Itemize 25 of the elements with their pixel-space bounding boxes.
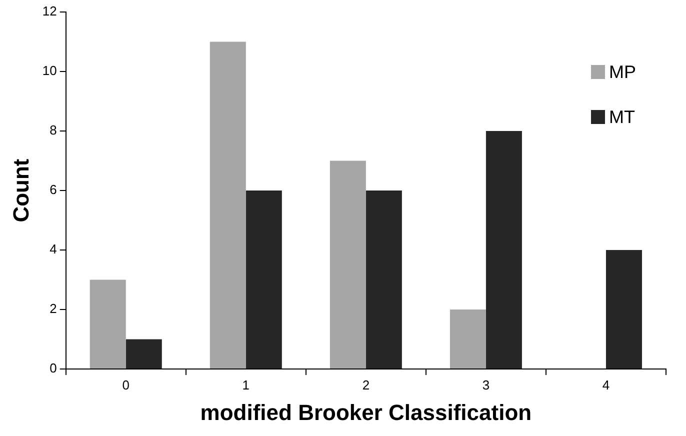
- x-axis-title: modified Brooker Classification: [200, 400, 532, 425]
- bar: [90, 280, 126, 368]
- y-tick-label: 8: [50, 122, 57, 138]
- x-tick-label: 1: [242, 377, 250, 392]
- y-tick-label: 12: [42, 4, 57, 19]
- x-tick-label: 0: [122, 377, 130, 392]
- y-axis-title: Count: [8, 158, 34, 222]
- bar: [330, 160, 366, 368]
- y-tick-label: 4: [50, 242, 57, 257]
- bar: [486, 131, 522, 368]
- bar: [246, 190, 282, 368]
- bar: [606, 250, 642, 368]
- bar: [210, 42, 246, 368]
- bar: [366, 190, 402, 368]
- bar: [126, 339, 162, 368]
- x-tick-label: 3: [482, 377, 490, 392]
- legend-label: MP: [609, 62, 636, 82]
- y-tick-label: 2: [50, 301, 57, 316]
- y-tick-label: 6: [50, 182, 57, 198]
- legend-label: MT: [609, 106, 635, 127]
- y-tick-label: 0: [50, 360, 57, 376]
- x-tick-label: 2: [362, 377, 370, 392]
- y-tick-label: 10: [42, 63, 57, 78]
- bar: [450, 310, 486, 368]
- x-tick-label: 4: [602, 377, 610, 392]
